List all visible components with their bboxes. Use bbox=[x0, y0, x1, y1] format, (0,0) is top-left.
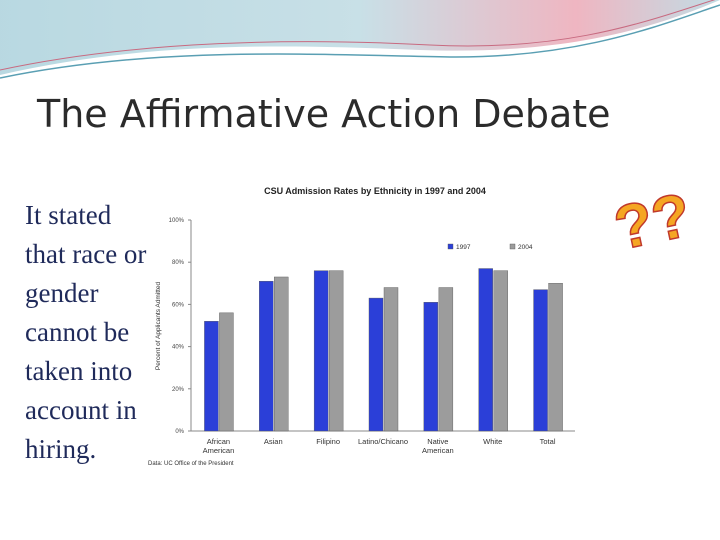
slide-title: The Affirmative Action Debate bbox=[37, 92, 611, 136]
x-tick-label: Native American bbox=[422, 437, 454, 455]
x-tick-label-box: Filipino bbox=[306, 437, 350, 446]
y-axis-label: Percent of Applicants Admitted bbox=[155, 282, 162, 371]
y-tick-label: 60% bbox=[172, 302, 185, 308]
body-line: gender bbox=[25, 278, 99, 308]
header-line bbox=[0, 4, 720, 79]
chart-title: CSU Admission Rates by Ethnicity in 1997… bbox=[264, 186, 486, 196]
y-tick-label: 40% bbox=[172, 345, 185, 351]
x-tick-label: Latino/Chicano bbox=[357, 437, 409, 446]
x-tick-label: Filipino bbox=[316, 437, 341, 446]
x-tick-label: White bbox=[483, 437, 503, 446]
bar bbox=[478, 268, 493, 432]
bar bbox=[368, 297, 384, 432]
x-tick-label: Asian bbox=[263, 437, 283, 446]
x-tick-label-box: Native American bbox=[416, 437, 460, 455]
x-tick-label-box: Asian bbox=[251, 437, 295, 446]
legend-swatch bbox=[509, 243, 516, 250]
x-tick-label: Total bbox=[539, 437, 556, 446]
body-line: It stated bbox=[25, 200, 112, 230]
body-line: account in bbox=[25, 395, 137, 425]
body-line: hiring. bbox=[25, 434, 97, 464]
decoration: ?? bbox=[609, 180, 697, 263]
body-line: cannot be bbox=[25, 317, 130, 347]
body-line: taken into bbox=[25, 356, 133, 386]
bar bbox=[423, 302, 439, 432]
bar bbox=[533, 289, 548, 432]
bar bbox=[493, 270, 508, 432]
body-line: that race or bbox=[25, 239, 147, 269]
x-tick-label: African American bbox=[202, 437, 235, 455]
y-tick-label: 100% bbox=[169, 218, 185, 224]
bar bbox=[548, 283, 563, 432]
y-tick-label: 0% bbox=[175, 429, 184, 435]
y-tick-label: 80% bbox=[172, 260, 185, 266]
y-tick-label: 20% bbox=[172, 387, 185, 393]
x-tick-label-box: Total bbox=[526, 437, 570, 446]
bar bbox=[259, 280, 274, 432]
x-tick-label-box: White bbox=[471, 437, 515, 446]
legend-label: 1997 bbox=[456, 244, 471, 251]
bar bbox=[383, 287, 399, 432]
legend-label: 2004 bbox=[518, 244, 533, 251]
bar bbox=[328, 270, 344, 432]
header-line bbox=[0, 0, 716, 71]
legend-swatch bbox=[447, 243, 454, 250]
header-swoosh bbox=[0, 0, 720, 75]
bar bbox=[204, 321, 219, 432]
bar bbox=[219, 312, 234, 432]
source: Data: UC Office of the President bbox=[148, 461, 234, 467]
x-tick-label-box: African American bbox=[196, 437, 240, 455]
bar bbox=[438, 287, 454, 432]
bar bbox=[313, 270, 329, 432]
x-tick-label-box: Latino/Chicano bbox=[357, 437, 409, 446]
bar bbox=[274, 276, 289, 432]
body-text: It stated that race or gender cannot be take… bbox=[25, 196, 146, 469]
